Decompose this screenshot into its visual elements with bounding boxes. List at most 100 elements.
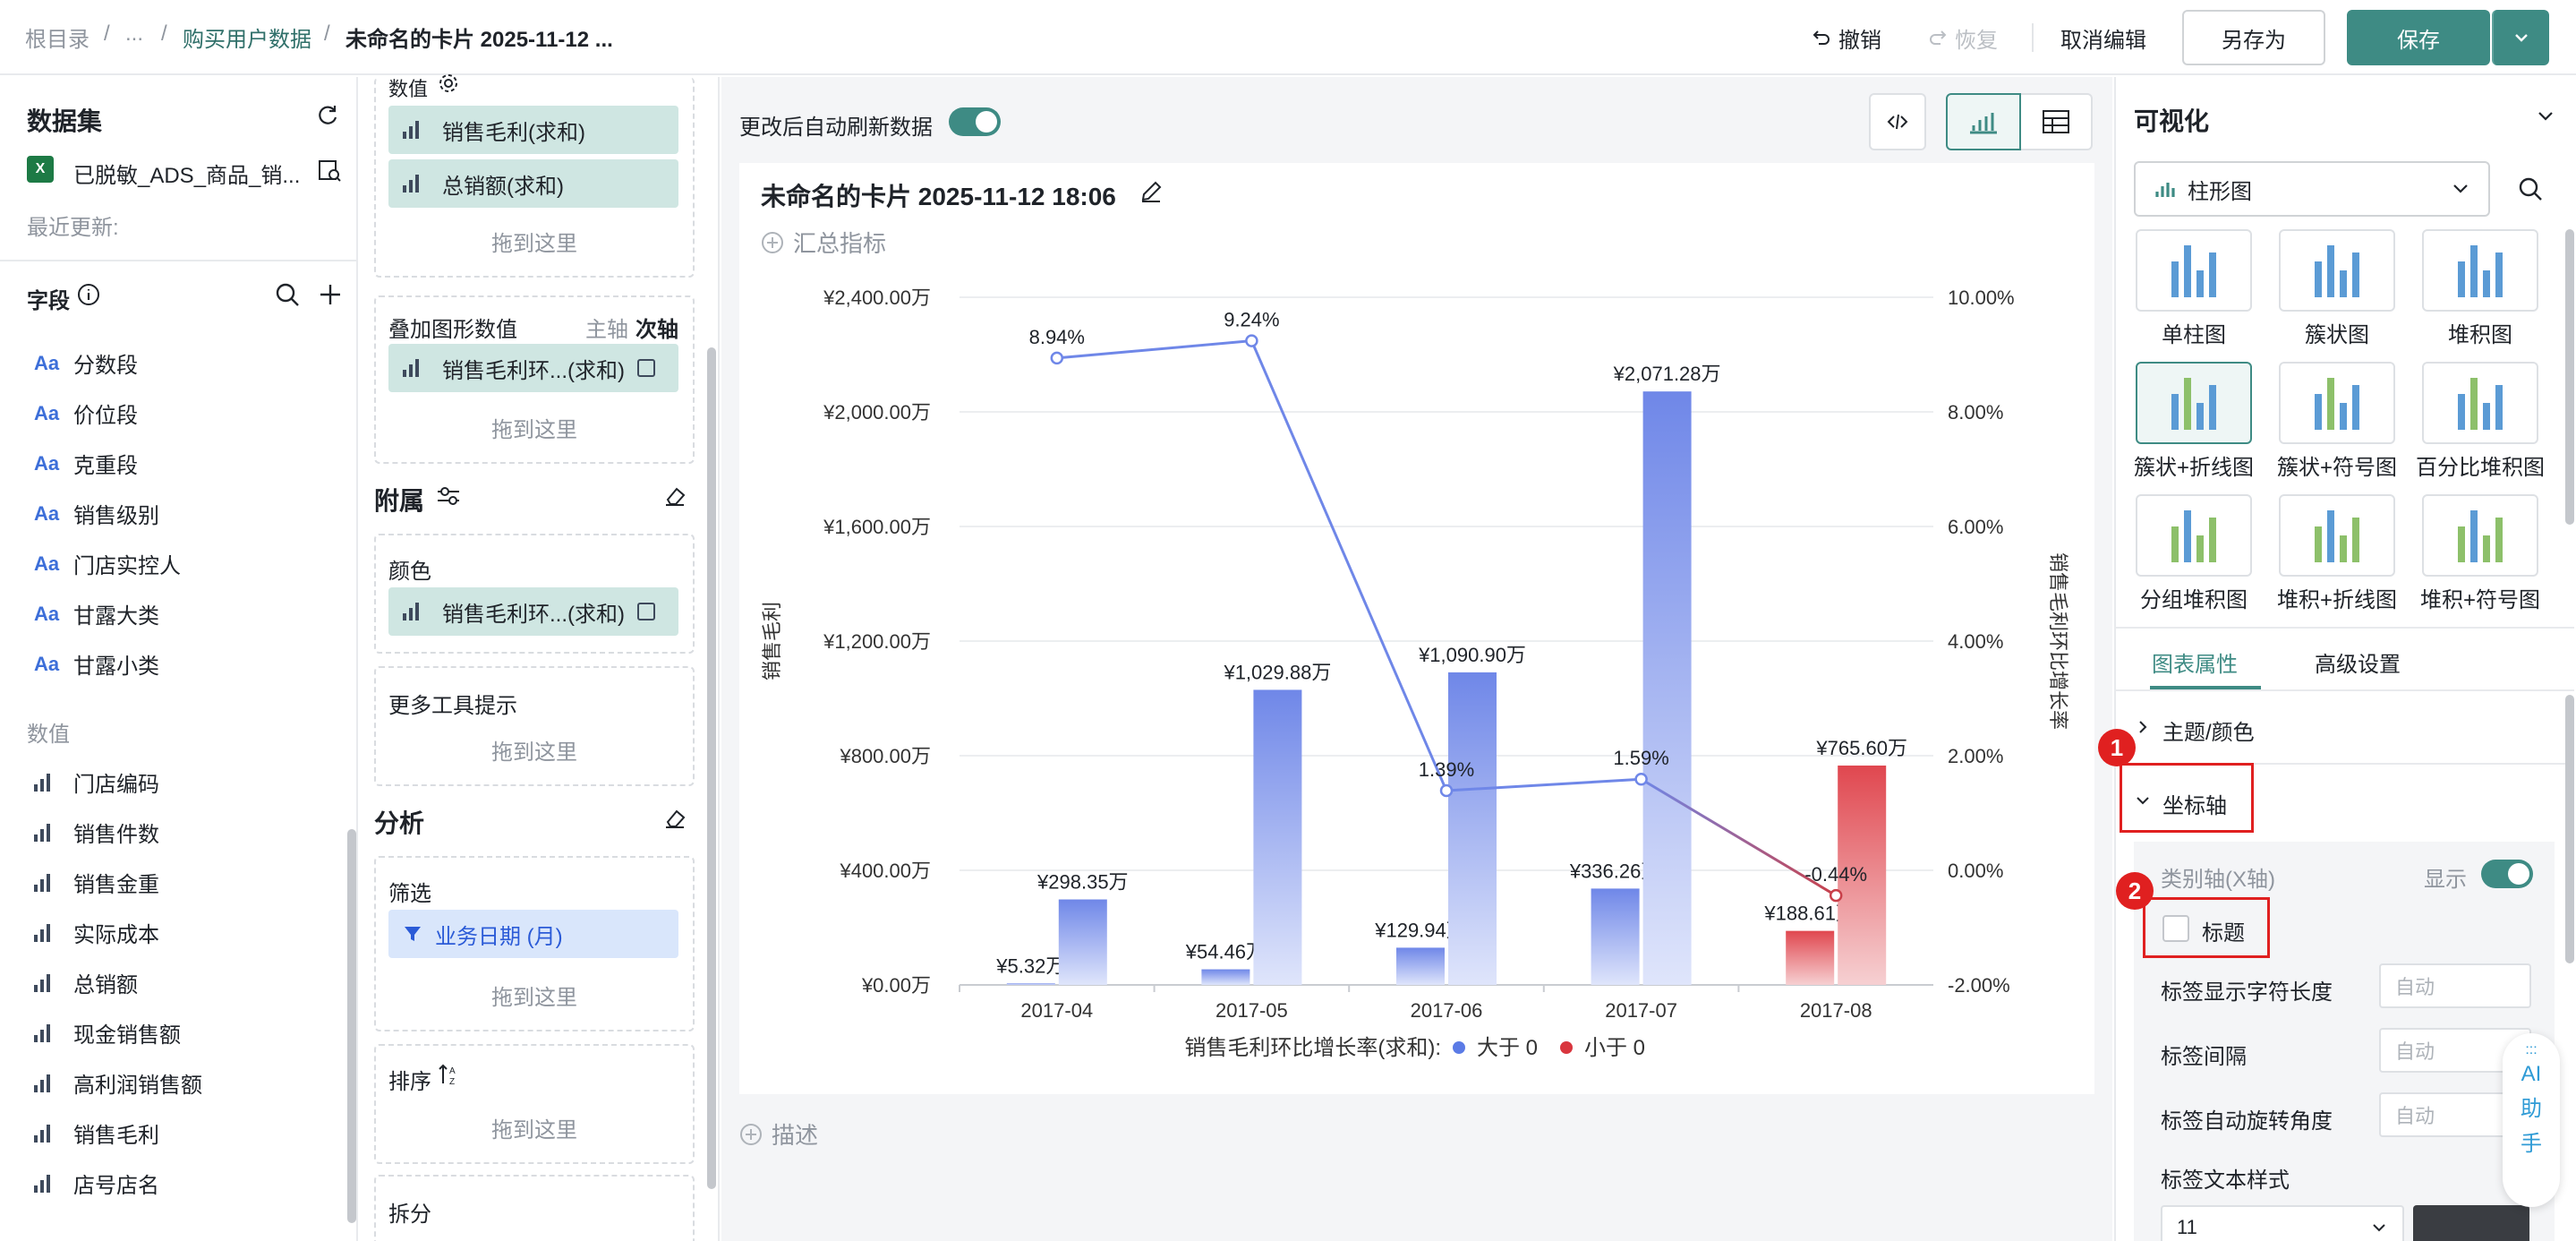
line-point[interactable]	[1634, 772, 1648, 786]
measure-field[interactable]: 销售金重	[34, 867, 159, 898]
show-axis-toggle[interactable]	[2481, 860, 2533, 888]
dataset-search-icon[interactable]	[317, 158, 342, 183]
bar-gross-profit[interactable]	[1201, 969, 1250, 985]
calendar-icon[interactable]	[637, 359, 655, 377]
measure-field[interactable]: 店号店名	[34, 1168, 159, 1199]
settings-gear-icon[interactable]	[437, 72, 460, 95]
config-scrollbar[interactable]	[707, 347, 716, 1189]
code-view-button[interactable]	[1869, 93, 1926, 150]
measure-field[interactable]: 销售毛利	[34, 1117, 159, 1149]
tab-chart-properties[interactable]: 图表属性	[2152, 653, 2238, 677]
split-drop-zone[interactable]	[374, 1175, 695, 1241]
chart-type-option[interactable]	[2279, 229, 2395, 312]
font-size-select[interactable]: 11	[2161, 1205, 2404, 1241]
auto-refresh-toggle[interactable]	[949, 107, 1001, 136]
search-icon[interactable]	[2517, 175, 2544, 202]
measure-field[interactable]: 销售件数	[34, 817, 159, 848]
measure-field[interactable]: 门店编码	[34, 766, 159, 798]
sort-az-icon[interactable]: AZ	[437, 1062, 462, 1087]
dimension-field[interactable]: Aa 销售级别	[34, 498, 159, 529]
value-pill[interactable]: 销售毛利(求和)	[388, 106, 678, 154]
line-point[interactable]	[1829, 888, 1843, 903]
text-color-picker[interactable]	[2413, 1205, 2529, 1241]
redo-button[interactable]: 恢复	[1928, 16, 1998, 59]
chevron-down-icon[interactable]	[2134, 792, 2152, 809]
bar-total-sales[interactable]	[1058, 899, 1107, 985]
viz-scrollbar[interactable]	[2565, 229, 2574, 525]
bar-total-sales[interactable]	[1642, 391, 1692, 985]
sort-drop-zone[interactable]	[374, 1044, 695, 1164]
cancel-edit-button[interactable]: 取消编辑	[2060, 28, 2146, 53]
chart-type-option[interactable]	[2422, 494, 2538, 577]
bar-total-sales[interactable]	[1838, 766, 1887, 985]
save-button[interactable]: 保存	[2347, 10, 2490, 65]
collapse-chevron-icon[interactable]	[2535, 106, 2556, 127]
measure-field[interactable]: 总销额	[34, 967, 138, 998]
edit-pencil-icon[interactable]	[1139, 179, 1164, 204]
overlay-pill[interactable]: 销售毛利环...(求和)	[388, 344, 678, 392]
breadcrumb-root[interactable]: 根目录	[25, 28, 90, 52]
bar-gross-profit[interactable]	[1591, 888, 1640, 985]
chart-type-option[interactable]	[2136, 494, 2252, 577]
label-char-length-input[interactable]: 自动	[2379, 963, 2531, 1008]
title-checkbox[interactable]	[2162, 915, 2189, 942]
axis-section[interactable]: 坐标轴	[2162, 794, 2227, 818]
table-view-button[interactable]	[2021, 93, 2093, 150]
primary-axis-toggle[interactable]: 主轴	[585, 318, 628, 342]
describe-button[interactable]: 描述	[739, 1117, 818, 1151]
dimension-field[interactable]: Aa 门店实控人	[34, 548, 181, 579]
legend-label[interactable]: 小于 0	[1584, 1036, 1645, 1060]
bar-gross-profit[interactable]	[1006, 983, 1055, 985]
bar-total-sales[interactable]	[1253, 689, 1302, 985]
chart-type-option[interactable]	[2422, 229, 2538, 312]
measure-field[interactable]: 实际成本	[34, 917, 159, 948]
save-dropdown-button[interactable]	[2492, 10, 2549, 65]
info-icon[interactable]	[77, 283, 100, 306]
dimension-field[interactable]: Aa 甘露大类	[34, 598, 159, 629]
refresh-icon[interactable]	[315, 102, 340, 127]
left-scrollbar[interactable]	[347, 829, 356, 1223]
tab-advanced-settings[interactable]: 高级设置	[2315, 653, 2401, 677]
breadcrumb-parent[interactable]: 购买用户数据	[183, 28, 311, 52]
tooltip-drop-zone[interactable]	[374, 666, 695, 786]
ai-assistant-button[interactable]: ::: AI 助 手	[2503, 1033, 2560, 1207]
undo-button[interactable]: 撤销	[1812, 16, 1881, 59]
chart-type-option[interactable]	[2136, 229, 2252, 312]
measure-field[interactable]: 高利润销售额	[34, 1067, 202, 1099]
line-point[interactable]	[1050, 351, 1064, 365]
bar-gross-profit[interactable]	[1396, 947, 1445, 985]
line-point[interactable]	[1439, 783, 1454, 798]
breadcrumb-ellipsis[interactable]: ...	[125, 21, 144, 46]
legend-marker[interactable]	[1453, 1041, 1465, 1054]
eraser-icon[interactable]	[662, 806, 687, 831]
save-as-button[interactable]: 另存为	[2182, 10, 2325, 65]
chart-type-select[interactable]: 柱形图	[2134, 161, 2490, 217]
search-icon[interactable]	[274, 281, 301, 308]
secondary-axis-toggle[interactable]: 次轴	[635, 318, 678, 342]
add-field-icon[interactable]	[317, 281, 344, 308]
line-point[interactable]	[1245, 334, 1258, 347]
card-title[interactable]: 未命名的卡片 2025-11-12 18:06	[761, 183, 1116, 210]
bar-total-sales[interactable]	[1448, 672, 1497, 985]
chart-type-option[interactable]	[2136, 362, 2252, 444]
properties-scrollbar[interactable]	[2565, 695, 2574, 963]
dimension-field[interactable]: Aa 分数段	[34, 347, 138, 379]
measure-field[interactable]: 现金销售额	[34, 1017, 181, 1048]
chart-type-option[interactable]	[2422, 362, 2538, 444]
chevron-right-icon[interactable]	[2134, 718, 2152, 736]
chart-view-button[interactable]	[1946, 93, 2021, 150]
value-pill[interactable]: 总销额(求和)	[388, 159, 678, 208]
dimension-field[interactable]: Aa 甘露小类	[34, 648, 159, 680]
theme-color-section[interactable]: 主题/颜色	[2162, 721, 2255, 745]
filter-pill[interactable]: 业务日期 (月)	[388, 910, 678, 958]
chart-type-option[interactable]	[2279, 362, 2395, 444]
eraser-icon[interactable]	[662, 484, 687, 509]
legend-label[interactable]: 大于 0	[1477, 1036, 1538, 1060]
calendar-icon[interactable]	[637, 603, 655, 620]
dataset-name[interactable]: 已脱敏_ADS_商品_销...	[73, 164, 301, 188]
legend-marker[interactable]	[1560, 1041, 1573, 1054]
chart-type-option[interactable]	[2279, 494, 2395, 577]
bar-gross-profit[interactable]	[1786, 930, 1835, 985]
summary-metric-button[interactable]: 汇总指标	[761, 226, 886, 259]
sliders-icon[interactable]	[435, 484, 462, 509]
